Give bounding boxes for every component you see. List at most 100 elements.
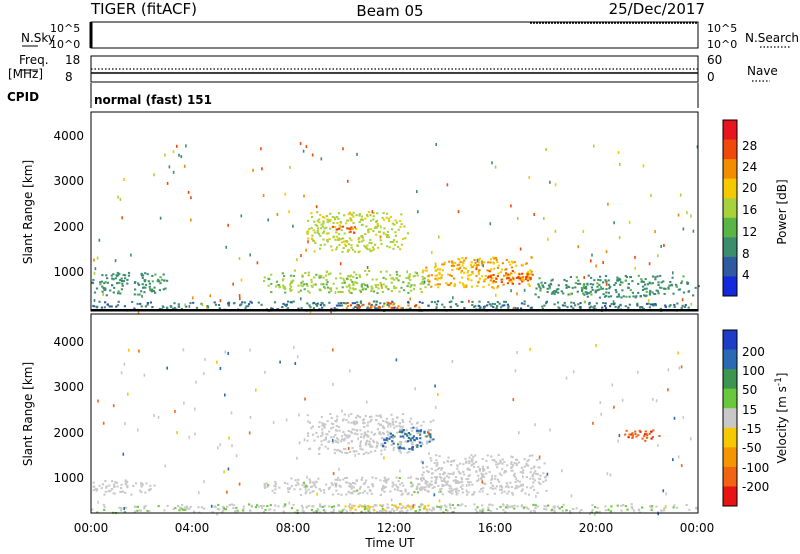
power-cell — [434, 283, 437, 286]
velocity-cell — [402, 429, 405, 431]
velocity-cell — [440, 477, 443, 480]
velocity-cell — [110, 488, 114, 491]
power-cell — [607, 279, 610, 282]
velocity-cell — [388, 431, 391, 434]
power-cell — [593, 144, 595, 148]
power-cell — [460, 300, 463, 303]
power-cell — [527, 273, 531, 276]
velocity-cell — [529, 510, 532, 513]
velocity-cell — [92, 481, 95, 484]
velocity-cell — [398, 440, 401, 443]
power-cell — [278, 284, 281, 287]
power-cell — [385, 286, 388, 289]
velocity-cell — [454, 476, 458, 478]
power-cell — [403, 225, 406, 228]
power-cell — [172, 150, 175, 154]
power-cell — [667, 286, 670, 289]
power-cell — [391, 228, 394, 231]
power-cell — [333, 226, 337, 228]
power-cell — [464, 267, 468, 270]
velocity-cell — [357, 437, 359, 441]
velocity-cell — [296, 481, 299, 484]
power-cell — [358, 214, 361, 217]
power-cell — [93, 291, 97, 294]
velocity-cell — [467, 478, 470, 481]
velocity-cell — [346, 434, 349, 437]
velocity-cell — [335, 418, 339, 421]
power-cell — [543, 217, 545, 220]
power-cell — [369, 219, 373, 222]
velocity-cell — [383, 476, 386, 479]
power-cell — [316, 224, 319, 227]
velocity-cell — [304, 487, 307, 491]
power-cell — [332, 222, 335, 224]
power-cell — [557, 284, 560, 287]
velocity-cell — [226, 490, 228, 494]
velocity-cell — [120, 371, 123, 375]
velocity-cell — [415, 428, 418, 431]
velocity-cell — [368, 440, 371, 443]
power-cell — [614, 305, 617, 308]
velocity-cell — [148, 510, 151, 513]
power-cell — [278, 285, 281, 288]
power-cell — [386, 304, 389, 306]
power-cell — [144, 272, 147, 275]
power-cell — [460, 269, 463, 272]
velocity-cell — [283, 504, 287, 507]
velocity-cell — [399, 469, 401, 473]
velocity-cell — [503, 471, 506, 474]
velocity-cell — [401, 419, 404, 421]
power-cell — [292, 300, 295, 303]
velocity-cell — [519, 471, 522, 474]
power-cell — [641, 306, 644, 309]
power-cell — [112, 273, 115, 276]
power-cell — [349, 230, 352, 233]
velocity-cell — [404, 506, 407, 509]
velocity-cell — [332, 510, 335, 513]
velocity-y-tick-3000: 3000 — [53, 380, 84, 394]
velocity-cell — [176, 431, 178, 435]
velocity-cell — [599, 401, 602, 405]
power-cell — [374, 284, 377, 286]
power-cell — [484, 275, 487, 278]
velocity-cell — [435, 459, 438, 462]
velocity-cell — [495, 508, 498, 510]
velocity-cell — [472, 493, 475, 496]
velocity-cell — [340, 511, 343, 514]
nsky-label: N.Sky — [21, 31, 55, 45]
power-cbar-block — [723, 159, 737, 180]
velocity-cell — [195, 380, 197, 384]
power-cell — [144, 305, 147, 308]
power-cell — [281, 306, 284, 309]
velocity-cell — [340, 493, 343, 496]
velocity-cbar-block — [723, 330, 737, 351]
velocity-cell — [359, 448, 362, 451]
velocity-cell — [481, 476, 484, 479]
power-cell — [252, 168, 254, 172]
power-cell — [319, 247, 322, 250]
power-cell — [583, 283, 586, 286]
velocity-cell — [430, 483, 433, 486]
power-cell — [576, 290, 579, 293]
velocity-cell — [644, 430, 647, 433]
power-cell — [495, 293, 497, 297]
velocity-cell — [425, 508, 428, 511]
power-cell — [570, 292, 573, 295]
velocity-cell — [600, 412, 602, 416]
power-cell — [319, 234, 322, 237]
velocity-cell — [97, 399, 99, 403]
power-cell — [339, 225, 342, 228]
velocity-cell — [422, 420, 425, 423]
velocity-cell — [384, 511, 387, 513]
velocity-cell — [301, 509, 304, 512]
velocity-cell — [511, 505, 514, 508]
power-cell — [335, 277, 338, 280]
power-cell — [363, 244, 366, 247]
power-cell — [396, 277, 399, 280]
power-cell — [405, 277, 408, 279]
velocity-y-tick-4000: 4000 — [53, 335, 84, 349]
power-cell — [672, 271, 674, 275]
velocity-colorbar: 200 100 50 15 -15 -50 -100 -200 Velocity… — [722, 329, 789, 507]
velocity-cell — [224, 508, 227, 511]
power-cell — [138, 293, 141, 296]
